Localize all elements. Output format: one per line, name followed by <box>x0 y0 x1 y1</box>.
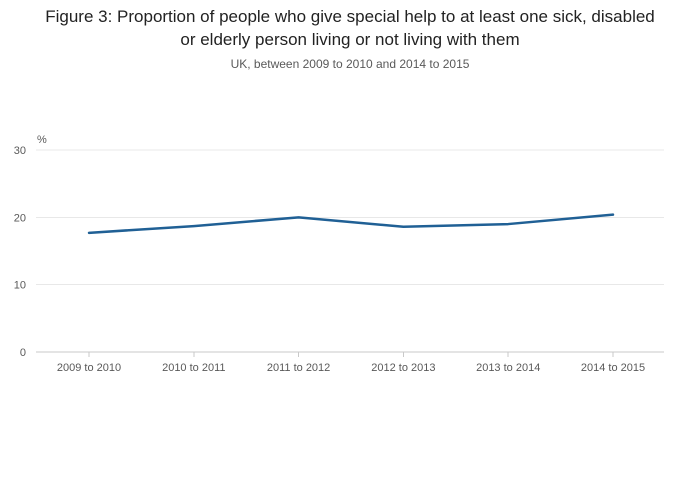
x-tick-label: 2011 to 2012 <box>267 362 330 374</box>
chart-subtitle: UK, between 2009 to 2010 and 2014 to 201… <box>230 57 470 71</box>
x-tick-label: 2009 to 2010 <box>57 362 121 374</box>
y-tick-label: 10 <box>14 280 26 292</box>
x-tick-label: 2012 to 2013 <box>371 362 435 374</box>
line-chart: 0 10 20 30% 2009 to 2010 2010 to 2011 2011 to … <box>14 134 664 374</box>
chart-title: Figure 3: Proportion of people who give … <box>45 7 655 49</box>
x-tick-label: 2010 to 2011 <box>162 362 225 374</box>
x-tick-label: 2013 to 2014 <box>476 362 540 374</box>
x-tick-label: 2014 to 2015 <box>581 362 645 374</box>
y-tick-label: 30 <box>14 145 26 157</box>
y-tick-label: 20 <box>14 212 26 224</box>
y-axis-unit-label: % <box>37 134 47 146</box>
y-tick-label: 0 <box>20 347 26 359</box>
data-series-line <box>87 213 615 235</box>
